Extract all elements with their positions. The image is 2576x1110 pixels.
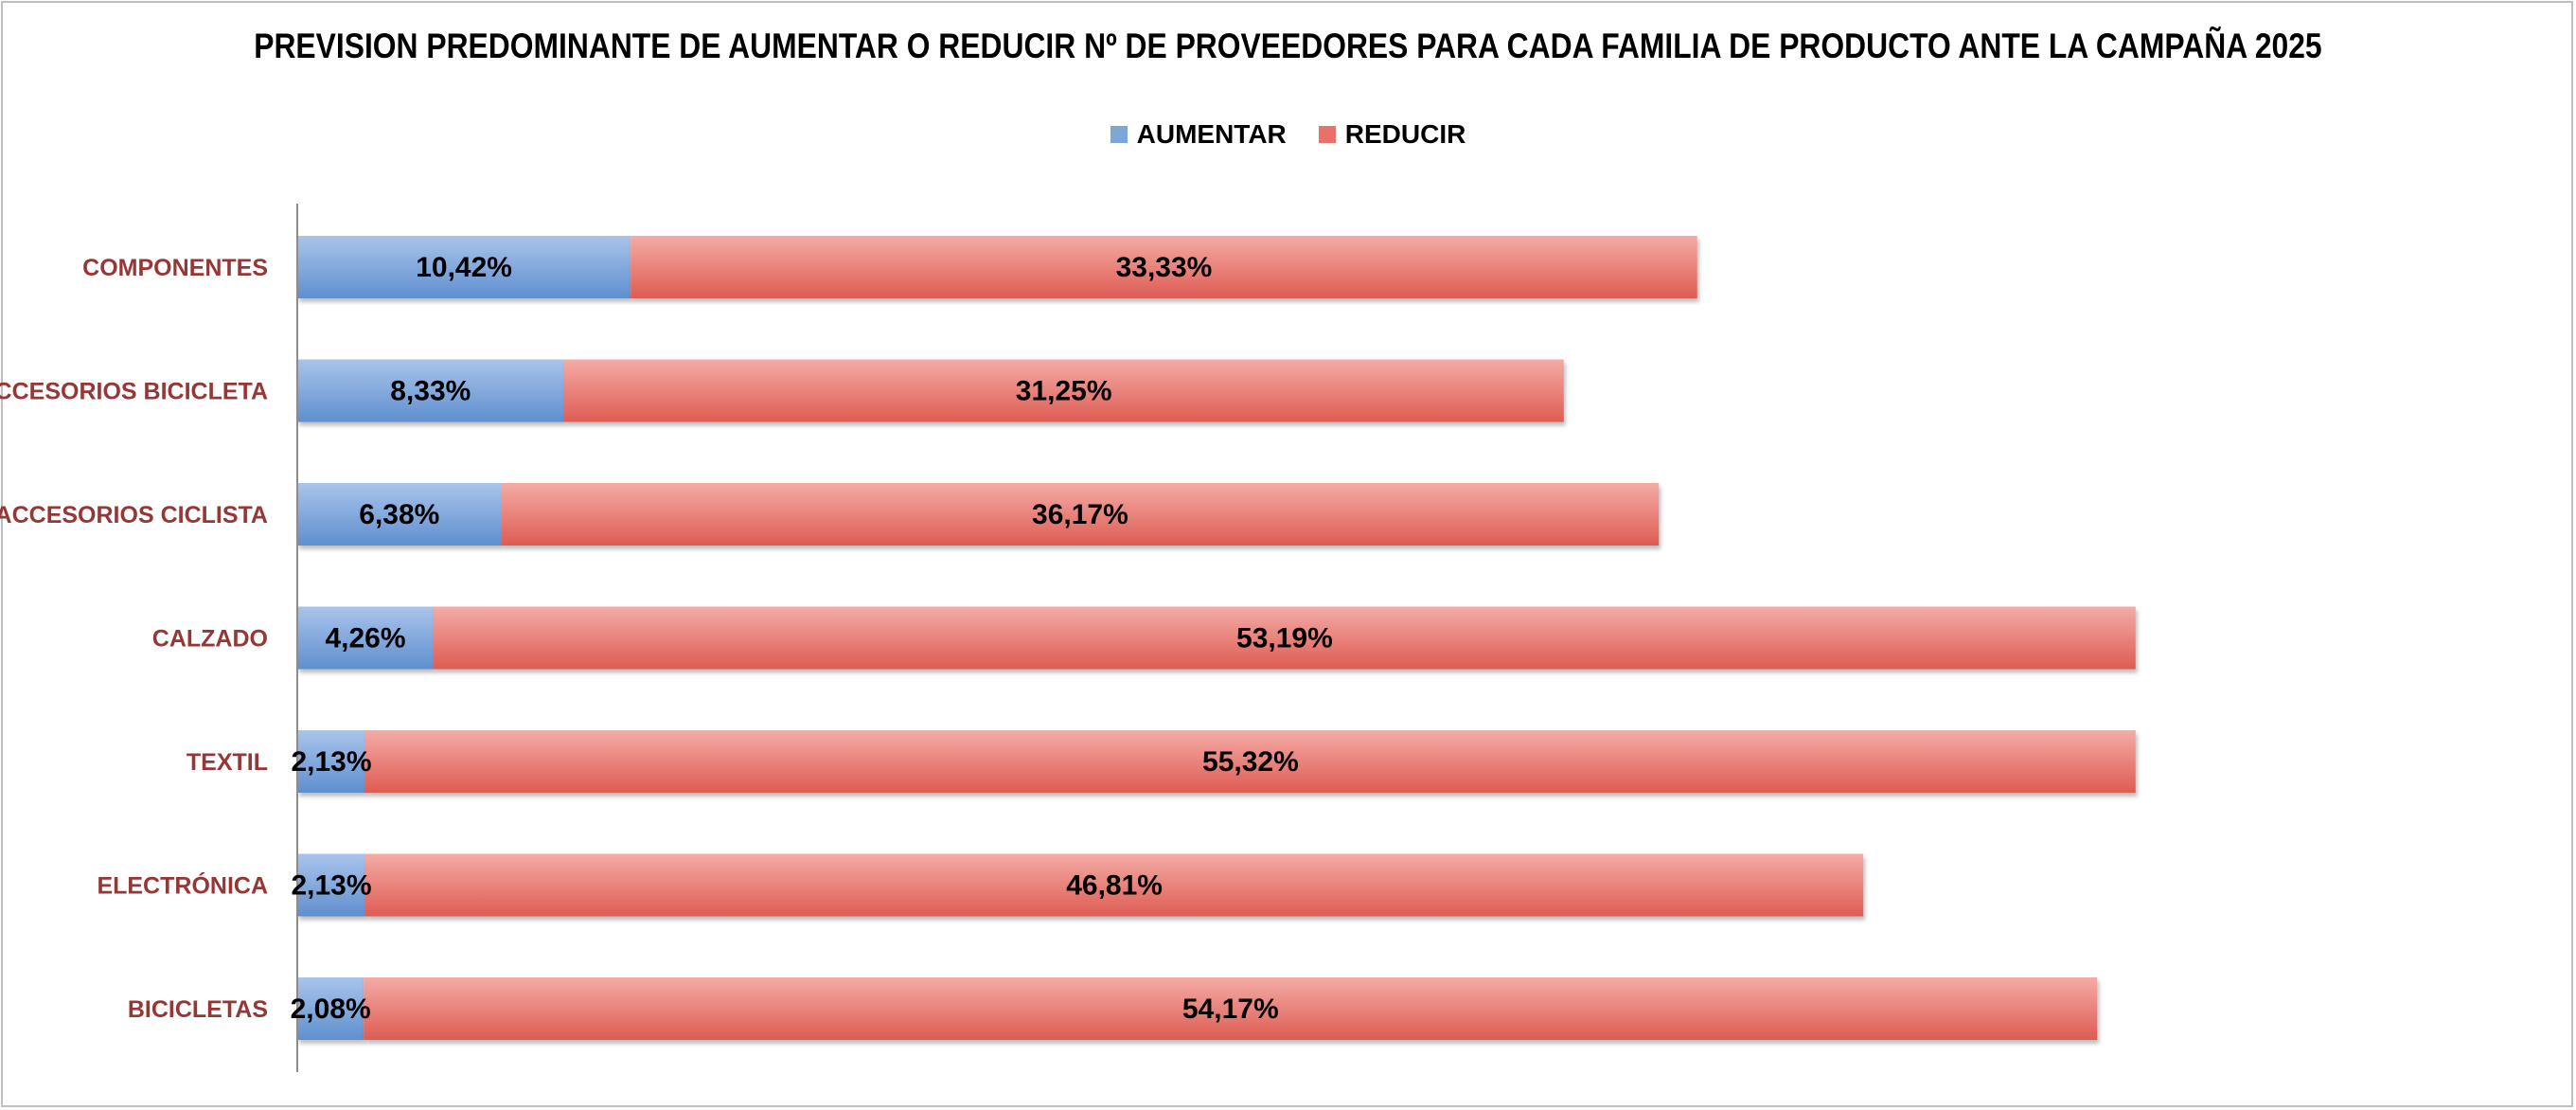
data-label-aumentar: 4,26% — [325, 623, 405, 654]
legend-label-aumentar: AUMENTAR — [1136, 119, 1287, 149]
bar-reducir — [563, 359, 1564, 422]
category-label: COMPONENTES — [82, 255, 268, 281]
category-label: CALZADO — [152, 626, 268, 653]
category-label: ACCESORIOS CICLISTA — [0, 502, 268, 528]
legend-item-aumentar: AUMENTAR — [1110, 119, 1287, 150]
legend-item-reducir: REDUCIR — [1318, 119, 1466, 150]
data-label-reducir: 54,17% — [1182, 994, 1279, 1025]
chart-legend: AUMENTAR REDUCIR — [0, 116, 2576, 153]
bar-reducir — [364, 730, 2136, 793]
bar-reducir — [501, 483, 1660, 546]
legend-swatch-reducir — [1318, 126, 1336, 143]
category-label: TEXTIL — [187, 749, 268, 776]
legend-label-reducir: REDUCIR — [1344, 119, 1466, 149]
data-label-aumentar: 8,33% — [390, 376, 471, 407]
chart-title: PREVISION PREDOMINANTE DE AUMENTAR O RED… — [254, 27, 2322, 65]
category-label: ELECTRÓNICA — [97, 871, 268, 900]
category-label: ACCESORIOS BICICLETA — [0, 379, 268, 405]
data-label-aumentar: 6,38% — [359, 499, 439, 530]
legend-swatch-aumentar — [1110, 126, 1128, 143]
data-label-aumentar: 10,42% — [416, 252, 512, 283]
bar-aumentar — [297, 359, 564, 422]
bar-aumentar — [297, 853, 365, 917]
data-label-reducir: 46,81% — [1066, 870, 1163, 902]
data-label-aumentar: 2,13% — [291, 870, 371, 902]
bar-aumentar — [297, 483, 502, 546]
data-label-reducir: 36,17% — [1032, 499, 1128, 530]
data-label-aumentar: 2,08% — [291, 994, 371, 1025]
bar-reducir — [433, 606, 2136, 670]
bar-aumentar — [297, 730, 365, 793]
data-label-reducir: 53,19% — [1236, 623, 1333, 654]
data-label-aumentar: 2,13% — [291, 746, 371, 778]
bar-aumentar — [297, 977, 364, 1040]
bar-aumentar — [297, 606, 434, 670]
data-label-reducir: 55,32% — [1202, 746, 1299, 778]
data-label-reducir: 33,33% — [1116, 252, 1213, 283]
category-label: BICICLETAS — [128, 996, 268, 1023]
data-label-reducir: 31,25% — [1016, 376, 1112, 407]
bar-reducir — [631, 236, 1697, 298]
bar-reducir — [364, 977, 2098, 1040]
bar-aumentar — [297, 236, 631, 298]
bar-reducir — [364, 853, 1864, 917]
